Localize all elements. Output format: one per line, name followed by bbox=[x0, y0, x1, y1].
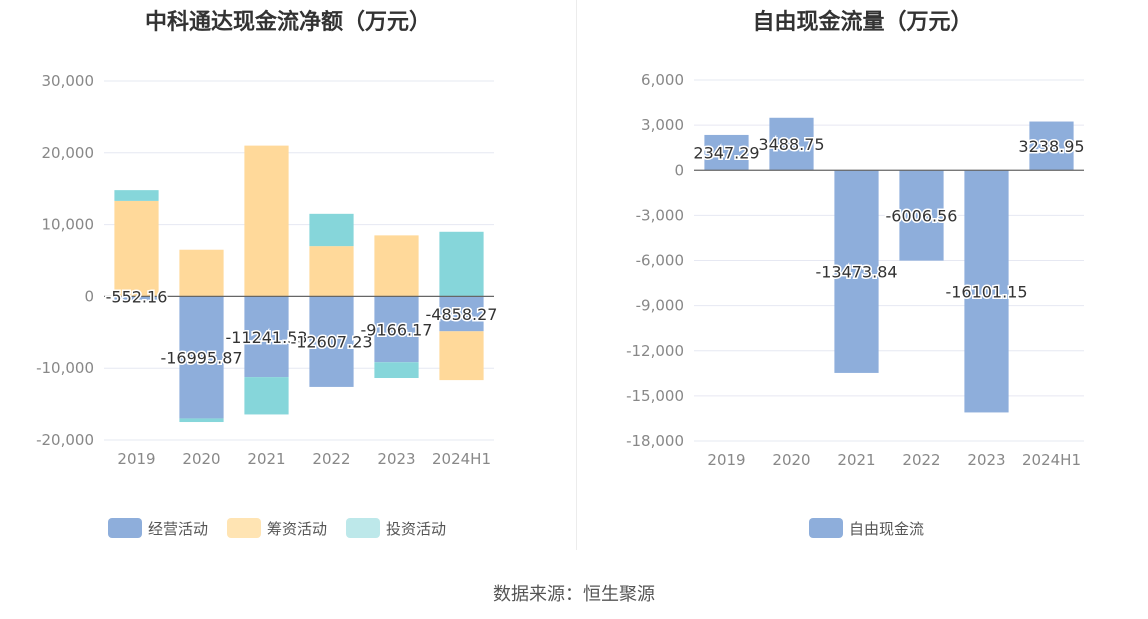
bar-financing bbox=[179, 249, 224, 297]
data-label: 3238.95 bbox=[1018, 137, 1084, 156]
data-label: 2347.29 bbox=[693, 144, 759, 163]
y-tick-label: 0 bbox=[84, 287, 94, 305]
x-tick-label: 2022 bbox=[312, 450, 350, 468]
data-label: -11241.53 bbox=[225, 328, 307, 347]
bar-operating bbox=[374, 296, 419, 363]
y-tick-label: -9,000 bbox=[636, 297, 684, 315]
bar-free bbox=[964, 170, 1009, 413]
x-tick-label: 2023 bbox=[967, 451, 1005, 469]
bar-financing bbox=[439, 331, 484, 381]
data-label: -13473.84 bbox=[815, 263, 897, 282]
x-tick-label: 2020 bbox=[182, 450, 220, 468]
y-tick-label: -6,000 bbox=[636, 252, 684, 270]
x-tick-label: 2019 bbox=[707, 451, 745, 469]
x-tick-label: 2024H1 bbox=[432, 450, 491, 468]
x-tick-label: 2021 bbox=[247, 450, 285, 468]
x-tick-label: 2023 bbox=[377, 450, 415, 468]
legend-swatch-investing bbox=[346, 518, 380, 538]
data-label: -4858.27 bbox=[426, 305, 498, 324]
bar-free bbox=[704, 134, 749, 171]
data-source: 数据来源：恒生聚源 bbox=[493, 584, 655, 605]
x-tick-label: 2024H1 bbox=[1022, 451, 1081, 469]
chart-title: 自由现金流量（万元） bbox=[752, 10, 973, 35]
data-label: -16101.15 bbox=[945, 282, 1027, 301]
free-cash-flow-chart: 自由现金流量（万元） -18,000 -15,000 -12,000 -9,000 -6… bbox=[577, 0, 1148, 550]
bar-operating bbox=[114, 296, 159, 301]
bar-investing bbox=[309, 213, 354, 247]
y-tick-label: -20,000 bbox=[36, 431, 94, 449]
bar-investing bbox=[439, 231, 484, 297]
x-tick-label: 2020 bbox=[772, 451, 810, 469]
x-tick-label: 2019 bbox=[117, 450, 155, 468]
legend-label-operating: 经营活动 bbox=[148, 519, 209, 538]
cash-flow-net-plot: -20,000 -10,000 0 10,000 20,000 30,000 2019 202… bbox=[36, 72, 499, 468]
y-tick-label: -10,000 bbox=[36, 359, 94, 377]
y-tick-label: 30,000 bbox=[42, 72, 95, 90]
panel-divider bbox=[576, 0, 577, 550]
bar-free bbox=[899, 170, 944, 261]
legend-label-free-cash-flow: 自由现金流 bbox=[849, 519, 925, 538]
bar-investing bbox=[114, 190, 159, 201]
data-label: -12607.23 bbox=[290, 333, 372, 352]
x-tick-label: 2021 bbox=[837, 451, 875, 469]
legend-item-investing[interactable]: 投资活动 bbox=[346, 516, 446, 540]
legend-item-financing[interactable]: 筹资活动 bbox=[227, 516, 327, 540]
bar-operating bbox=[309, 296, 354, 387]
bar-free bbox=[834, 170, 879, 373]
legend-label-financing: 筹资活动 bbox=[267, 519, 328, 538]
x-tick-label: 2022 bbox=[902, 451, 940, 469]
bar-investing bbox=[244, 377, 289, 415]
legend-label-investing: 投资活动 bbox=[386, 519, 447, 538]
y-tick-label: -15,000 bbox=[626, 387, 684, 405]
bar-free bbox=[769, 117, 814, 171]
bar-financing bbox=[309, 246, 354, 297]
legend-swatch-free-cash-flow bbox=[809, 518, 843, 538]
y-tick-label: 6,000 bbox=[641, 71, 684, 89]
legend-swatch-operating bbox=[108, 518, 142, 538]
data-label: -16995.87 bbox=[160, 348, 242, 367]
data-label: -552.16 bbox=[106, 287, 168, 306]
legend-item-operating[interactable]: 经营活动 bbox=[108, 516, 208, 540]
legend-item-free-cash-flow[interactable]: 自由现金流 bbox=[809, 516, 924, 540]
y-tick-label: -3,000 bbox=[636, 206, 684, 224]
y-tick-label: 0 bbox=[674, 161, 684, 179]
bar-free bbox=[1029, 121, 1074, 171]
bar-operating bbox=[179, 296, 224, 419]
cash-flow-net-chart: 中科通达现金流净额（万元） -20,000 -10,000 0 10,000 20,00… bbox=[0, 0, 576, 550]
legend-swatch-financing bbox=[227, 518, 261, 538]
y-tick-label: 3,000 bbox=[641, 116, 684, 134]
y-tick-label: -18,000 bbox=[626, 432, 684, 450]
data-label: 3488.75 bbox=[758, 135, 824, 154]
bar-investing bbox=[179, 418, 224, 423]
data-label: -9166.17 bbox=[361, 320, 433, 339]
bar-financing bbox=[244, 145, 289, 297]
free-cash-flow-plot: -18,000 -15,000 -12,000 -9,000 -6,000 -3,000 0… bbox=[626, 71, 1086, 469]
chart-title: 中科通达现金流净额（万元） bbox=[144, 10, 431, 35]
y-tick-label: -12,000 bbox=[626, 342, 684, 360]
data-label: -6006.56 bbox=[886, 206, 958, 225]
bar-financing bbox=[114, 200, 159, 297]
bar-operating bbox=[244, 296, 289, 378]
y-tick-label: 20,000 bbox=[42, 144, 95, 162]
y-tick-label: 10,000 bbox=[42, 216, 95, 234]
bar-financing bbox=[374, 235, 419, 297]
bar-operating bbox=[439, 296, 484, 332]
bar-investing bbox=[374, 362, 419, 379]
